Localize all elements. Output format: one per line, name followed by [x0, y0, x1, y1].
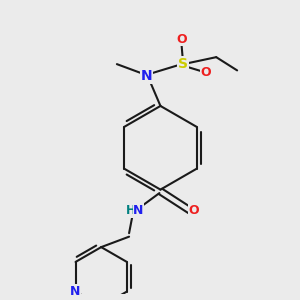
Text: H: H: [126, 204, 136, 217]
Text: N: N: [133, 204, 144, 217]
Text: O: O: [188, 204, 199, 217]
Text: O: O: [200, 66, 211, 79]
Text: N: N: [70, 285, 81, 298]
Text: O: O: [176, 32, 187, 46]
Text: S: S: [178, 57, 188, 71]
Text: N: N: [141, 69, 152, 83]
